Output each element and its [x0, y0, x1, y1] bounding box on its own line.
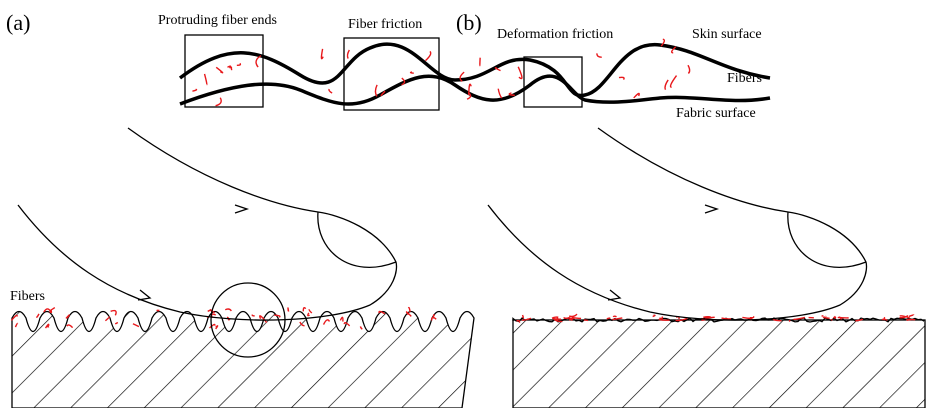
arrow — [705, 205, 717, 213]
fiber — [252, 315, 254, 316]
fiber — [833, 316, 835, 318]
fiber — [225, 309, 231, 311]
panel-b — [488, 128, 925, 408]
fiber — [50, 310, 51, 313]
fiber — [793, 317, 805, 319]
fiber — [597, 53, 602, 57]
fiber — [192, 89, 196, 91]
callout-label: Deformation friction — [497, 27, 613, 42]
panel-label: (b) — [456, 10, 482, 35]
fabric-surface — [180, 76, 770, 104]
layer-label: Fabric surface — [676, 106, 756, 121]
fingernail — [788, 212, 866, 267]
panel-label: (a) — [6, 10, 30, 35]
fiber — [613, 316, 616, 317]
fiber — [111, 311, 116, 316]
fiber — [572, 317, 581, 318]
fiber — [216, 67, 222, 72]
fiber — [750, 316, 754, 317]
callout-label: Fiber friction — [348, 17, 422, 32]
fiber — [303, 308, 305, 312]
fingernail — [318, 212, 396, 267]
fiber — [375, 85, 377, 97]
fiber — [347, 50, 349, 59]
fibers-label: Fibers — [10, 289, 45, 304]
fiber — [205, 74, 207, 85]
fiber — [584, 320, 588, 321]
fiber — [653, 315, 655, 316]
fiber — [498, 89, 502, 98]
fiber — [659, 317, 662, 319]
fiber — [340, 317, 343, 321]
fiber — [329, 89, 332, 93]
fiber — [208, 310, 211, 311]
callout-label: Protruding fiber ends — [158, 13, 277, 28]
fiber — [227, 66, 230, 68]
fiber — [237, 63, 241, 65]
fiber — [564, 318, 571, 319]
callout-box — [344, 38, 439, 110]
layer-label: Fibers — [727, 71, 762, 86]
fiber — [721, 318, 731, 319]
panel-a: Fibers — [10, 128, 474, 408]
fiber — [839, 317, 849, 318]
finger — [488, 128, 867, 320]
fiber — [309, 309, 312, 313]
fiber — [670, 76, 676, 88]
fiber — [706, 317, 715, 318]
fiber — [569, 314, 577, 316]
fiber — [619, 77, 624, 79]
fiber — [831, 319, 832, 320]
layer-label: Skin surface — [692, 27, 762, 42]
fiber — [37, 314, 39, 317]
arrow — [608, 290, 620, 300]
fiber — [157, 310, 159, 311]
fiber — [116, 322, 118, 323]
fiber — [308, 313, 310, 316]
arrow — [138, 290, 150, 300]
fiber — [495, 68, 500, 71]
fiber — [409, 308, 411, 312]
fiber — [665, 80, 668, 90]
fiber — [909, 315, 914, 317]
finger — [18, 128, 397, 320]
fiber — [411, 72, 414, 73]
fiber — [522, 315, 523, 318]
fiber — [518, 67, 522, 79]
fabric-block — [12, 312, 474, 409]
fiber — [884, 317, 885, 319]
fiber — [634, 93, 639, 97]
fiber — [321, 49, 323, 59]
skin-surface — [180, 44, 770, 95]
fabric-block — [513, 320, 925, 408]
fiber — [425, 51, 430, 60]
fiber — [288, 308, 289, 312]
fiber — [216, 98, 222, 106]
fiber — [789, 320, 790, 321]
arrow — [235, 205, 247, 213]
fiber — [688, 65, 690, 73]
